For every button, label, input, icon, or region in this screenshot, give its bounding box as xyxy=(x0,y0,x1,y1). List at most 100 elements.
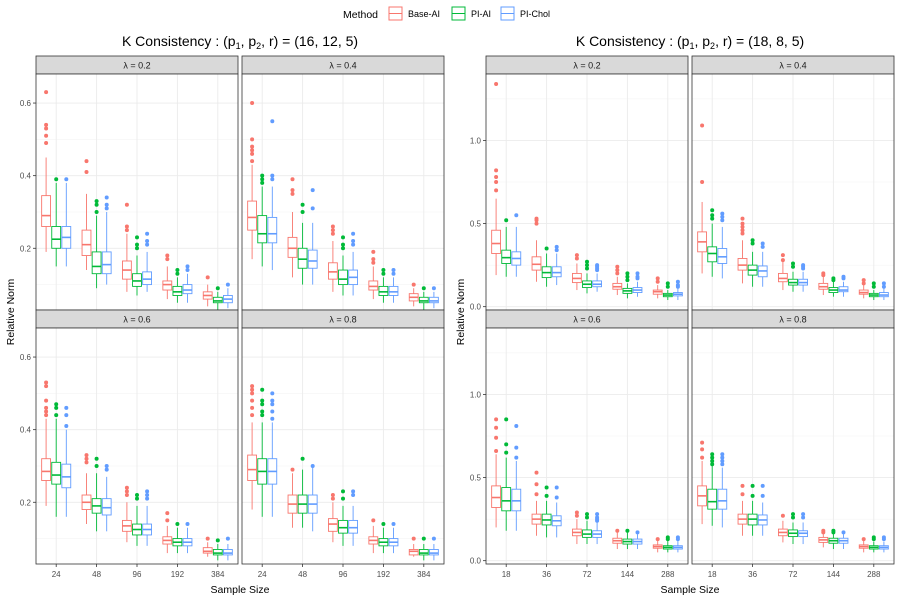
left-facet-2-box-96-base-ai-outlier xyxy=(330,231,335,236)
right-facet-1-box-144-base-ai-outlier xyxy=(615,271,620,276)
left-facet-3-box-192-base-ai-outlier xyxy=(165,511,170,516)
right-facet-3-x-tick-label: 18 xyxy=(502,570,511,579)
left-facet-2-box-24-pi-chol-outlier xyxy=(270,119,275,124)
left-facet-1-box-48-pi-chol-outlier xyxy=(104,206,109,211)
right-facet-2-box-72-base-ai-outlier xyxy=(780,258,785,263)
left-facet-3-x-tick-label: 192 xyxy=(171,570,185,579)
right-facet-2-box-18-pi-chol-iqr xyxy=(717,248,728,264)
right-facet-4-box-144-base-ai-outlier xyxy=(821,528,826,533)
left-facet-2-box-24-pi-ai-outlier xyxy=(260,173,265,178)
left-facet-1-box-24-base-ai-outlier xyxy=(44,133,49,138)
left-facet-4-box-24-base-ai-outlier xyxy=(250,405,255,410)
left-facet-1-box-96-pi-chol-outlier xyxy=(145,239,150,244)
right-facet-1-box-72-pi-chol xyxy=(592,263,602,292)
left-facet-1-strip-label: λ = 0.2 xyxy=(123,61,150,71)
right-facet-2-box-144-pi-ai-outlier xyxy=(831,276,836,281)
left-facet-3-strip-label: λ = 0.6 xyxy=(123,315,150,325)
left-facet-3-box-96-pi-chol xyxy=(142,489,152,546)
right-facet-3-box-144-pi-chol xyxy=(632,530,643,550)
left-facet-1-box-384-base-ai xyxy=(202,275,213,307)
right-facet-3-box-36-base-ai-outlier xyxy=(534,482,539,487)
left-facet-4-box-384-pi-ai-iqr xyxy=(418,549,429,556)
legend-label-pi-ai: PI-AI xyxy=(471,9,491,19)
right-facet-3-box-18-base-ai xyxy=(491,417,501,528)
left-facet-3-box-24-pi-ai-outlier xyxy=(54,402,59,407)
left-facet-4-box-24-base-ai-outlier xyxy=(250,384,255,389)
left-facet-2-box-384-pi-ai-iqr xyxy=(418,296,429,304)
left-facet-1-box-96-pi-chol-outlier xyxy=(145,231,150,236)
right-facet-2-box-36-base-ai-outlier xyxy=(740,228,745,233)
right-facet-3: λ = 0.6 0.0 0.5 1.0 18 36 72 144 288 xyxy=(470,309,689,579)
left-facet-1-box-96-pi-ai-iqr xyxy=(132,273,142,287)
left-facet-3-box-96-base-ai-outlier xyxy=(124,489,129,494)
left-facet-2-box-192-pi-ai-outlier xyxy=(381,268,386,273)
left-facet-3-x-tick-label: 384 xyxy=(211,570,225,579)
legend: Method Base-AI PI-AI PI-Chol xyxy=(343,6,550,21)
right-facet-1-box-288-base-ai-outlier xyxy=(655,276,660,281)
right-facet-1-box-288-pi-chol xyxy=(673,279,683,301)
legend-label-pi-chol: PI-Chol xyxy=(520,9,550,19)
left-facet-4-box-24-pi-ai-outlier xyxy=(260,409,265,414)
right-facet-1-box-72-pi-ai xyxy=(582,259,592,294)
right-facet-3-box-18-base-ai-outlier xyxy=(494,417,499,422)
right-facet-4-box-288-base-ai xyxy=(858,537,869,553)
right-facet-3-box-36-pi-chol-outlier xyxy=(554,495,559,500)
right-facet-2-box-72-pi-ai-outlier xyxy=(791,261,795,266)
right-facet-4-box-36-pi-ai xyxy=(747,483,758,536)
left-facet-3-box-24-base-ai-outlier xyxy=(44,398,49,403)
right-y-axis-title: Relative Norm xyxy=(455,278,467,345)
left-facet-1-box-384-pi-ai-iqr xyxy=(212,296,223,304)
left-facet-4-box-48-base-ai-outlier xyxy=(290,467,295,472)
right-facet-1-box-144-pi-chol-outlier xyxy=(635,271,640,276)
right-facet-3-box-18-pi-chol xyxy=(511,424,522,531)
right-facet-4-box-18-pi-ai-outlier xyxy=(710,452,715,457)
left-facet-4-box-96-pi-chol xyxy=(348,489,358,546)
right-facet-3-box-18-pi-chol-outlier xyxy=(514,455,519,460)
right-facet-3-box-18-pi-ai-iqr xyxy=(501,487,512,512)
right-facet-4-box-18-pi-ai-iqr xyxy=(707,488,718,510)
right-facet-1-box-144-pi-ai xyxy=(622,271,633,299)
left-facet-2-box-24-base-ai-iqr xyxy=(247,200,257,231)
left-facet-1-box-48-pi-ai-iqr xyxy=(91,251,102,275)
right-facet-4: λ = 0.8 18 36 72 144 288 xyxy=(691,309,895,579)
right-facet-4-box-18-pi-ai-outlier xyxy=(710,462,715,467)
right-facet-1-box-18-base-ai-outlier xyxy=(494,168,499,173)
right-facet-1-box-18-base-ai-outlier xyxy=(494,180,499,185)
left-facet-2-box-96-pi-ai-outlier xyxy=(341,235,345,240)
left-facet-4-box-24-pi-ai xyxy=(257,387,268,517)
right-facet-4-box-36-pi-ai-outlier xyxy=(750,493,755,498)
right-facet-2-box-18-pi-ai-iqr xyxy=(707,246,718,263)
right-facet-1-box-144-base-ai-outlier xyxy=(615,264,620,269)
left-facet-3: λ = 0.6 0.2 0.4 0.6 24 48 96 192 384 xyxy=(20,309,239,579)
right-facet-4-box-18-pi-chol xyxy=(717,452,728,528)
left-facet-3-box-24-base-ai-outlier xyxy=(44,413,49,418)
right-facet-4-box-288-pi-ai-outlier xyxy=(871,535,876,540)
right-facet-2-box-288-base-ai-outlier xyxy=(861,281,866,286)
right-facet-1-y-tick-label: 1.0 xyxy=(470,136,482,145)
left-facet-3-box-24-pi-ai-outlier xyxy=(54,405,59,410)
left-facet-3-box-96-pi-chol-outlier xyxy=(145,489,150,494)
right-facet-1-box-18-pi-ai-outlier xyxy=(504,218,509,223)
left-facet-4-box-24-pi-ai-outlier xyxy=(260,398,265,403)
right-facet-1-box-72-pi-ai-outlier xyxy=(585,263,589,268)
left-facet-1: λ = 0.2 0.2 0.4 0.6 xyxy=(20,55,239,311)
left-facet-4-box-24-base-ai-outlier xyxy=(250,413,255,418)
right-facet-3-y-tick-label: 0.5 xyxy=(470,474,482,483)
right-facet-4-box-72-pi-ai-outlier xyxy=(791,512,795,517)
left-facet-1-box-48-base-ai-outlier xyxy=(84,159,89,164)
left-facet-2-box-192-pi-chol-iqr xyxy=(388,285,399,296)
right-facet-1-box-288-pi-ai-outlier xyxy=(665,281,670,286)
right-facet-1-box-144-pi-chol xyxy=(632,271,643,297)
left-facet-3-box-24-base-ai-outlier xyxy=(44,380,49,385)
left-facet-2-box-192-pi-ai xyxy=(378,268,389,303)
left-facet-4-box-24-pi-ai-outlier xyxy=(260,413,265,418)
right-facet-4-box-144-pi-chol xyxy=(838,530,849,550)
right-facet-4-box-72-base-ai xyxy=(778,513,788,543)
left-facet-1-box-96-base-ai xyxy=(122,202,132,292)
left-facet-4-box-24-pi-chol xyxy=(267,391,278,517)
right-facet-1: λ = 0.2 0.0 0.5 1.0 xyxy=(470,55,689,312)
left-facet-3-box-384-pi-chol-outlier xyxy=(225,536,230,541)
left-facet-2-strip-label: λ = 0.4 xyxy=(329,61,356,71)
left-facet-2-box-48-pi-ai-iqr xyxy=(297,247,308,269)
left-facet-4-box-24-pi-chol-outlier xyxy=(270,409,275,414)
